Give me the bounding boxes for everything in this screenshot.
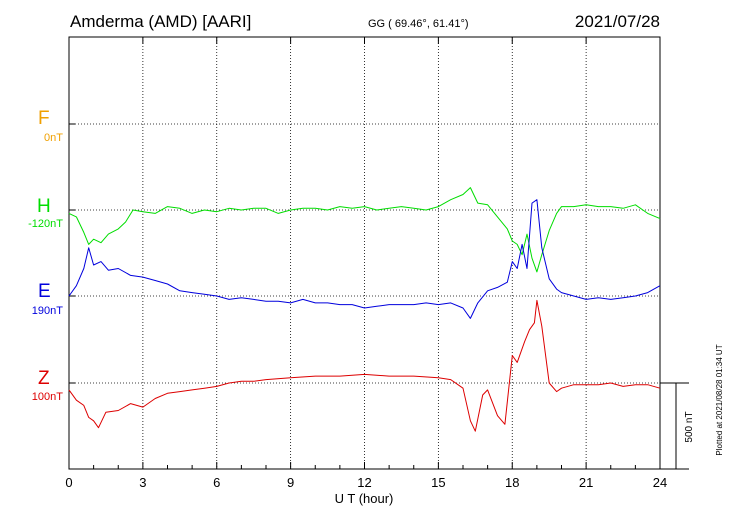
baseline-label-e: 190nT bbox=[32, 305, 63, 317]
x-tick-label: 6 bbox=[213, 475, 220, 490]
series-line-z bbox=[68, 299, 661, 432]
baseline-label-z: 100nT bbox=[32, 391, 63, 403]
chart-date: 2021/07/28 bbox=[575, 12, 660, 31]
x-tick-label: 9 bbox=[287, 475, 294, 490]
channel-label-e: E bbox=[38, 281, 51, 302]
x-axis-ticks: 0 3 6 9 12 15 18 21 24 bbox=[65, 37, 667, 490]
channel-label-h: H bbox=[37, 196, 51, 217]
x-tick-label: 21 bbox=[579, 475, 593, 490]
baseline-label-h: -120nT bbox=[28, 218, 63, 230]
baseline-label-f: 0nT bbox=[44, 132, 63, 144]
x-tick-label: 18 bbox=[505, 475, 519, 490]
x-tick-label: 0 bbox=[65, 475, 72, 490]
scale-bar bbox=[660, 382, 689, 470]
x-tick-label: 3 bbox=[139, 475, 146, 490]
series-line-e bbox=[68, 199, 661, 319]
scale-bar-label: 500 nT bbox=[684, 411, 695, 442]
plotted-timestamp: Plotted at 2021/08/28 01:34 UT bbox=[715, 344, 724, 455]
station-coords: GG ( 69.46°, 61.41°) bbox=[368, 18, 469, 30]
series-line-h bbox=[68, 187, 661, 273]
x-axis-label: U T (hour) bbox=[335, 491, 394, 506]
x-tick-label: 12 bbox=[357, 475, 371, 490]
station-title: Amderma (AMD) [AARI] bbox=[70, 12, 251, 31]
data-traces bbox=[68, 187, 661, 432]
channel-label-z: Z bbox=[38, 368, 50, 389]
x-tick-label: 15 bbox=[431, 475, 445, 490]
channel-label-f: F bbox=[38, 108, 50, 129]
x-tick-label: 24 bbox=[653, 475, 667, 490]
grid-lines bbox=[69, 37, 660, 469]
